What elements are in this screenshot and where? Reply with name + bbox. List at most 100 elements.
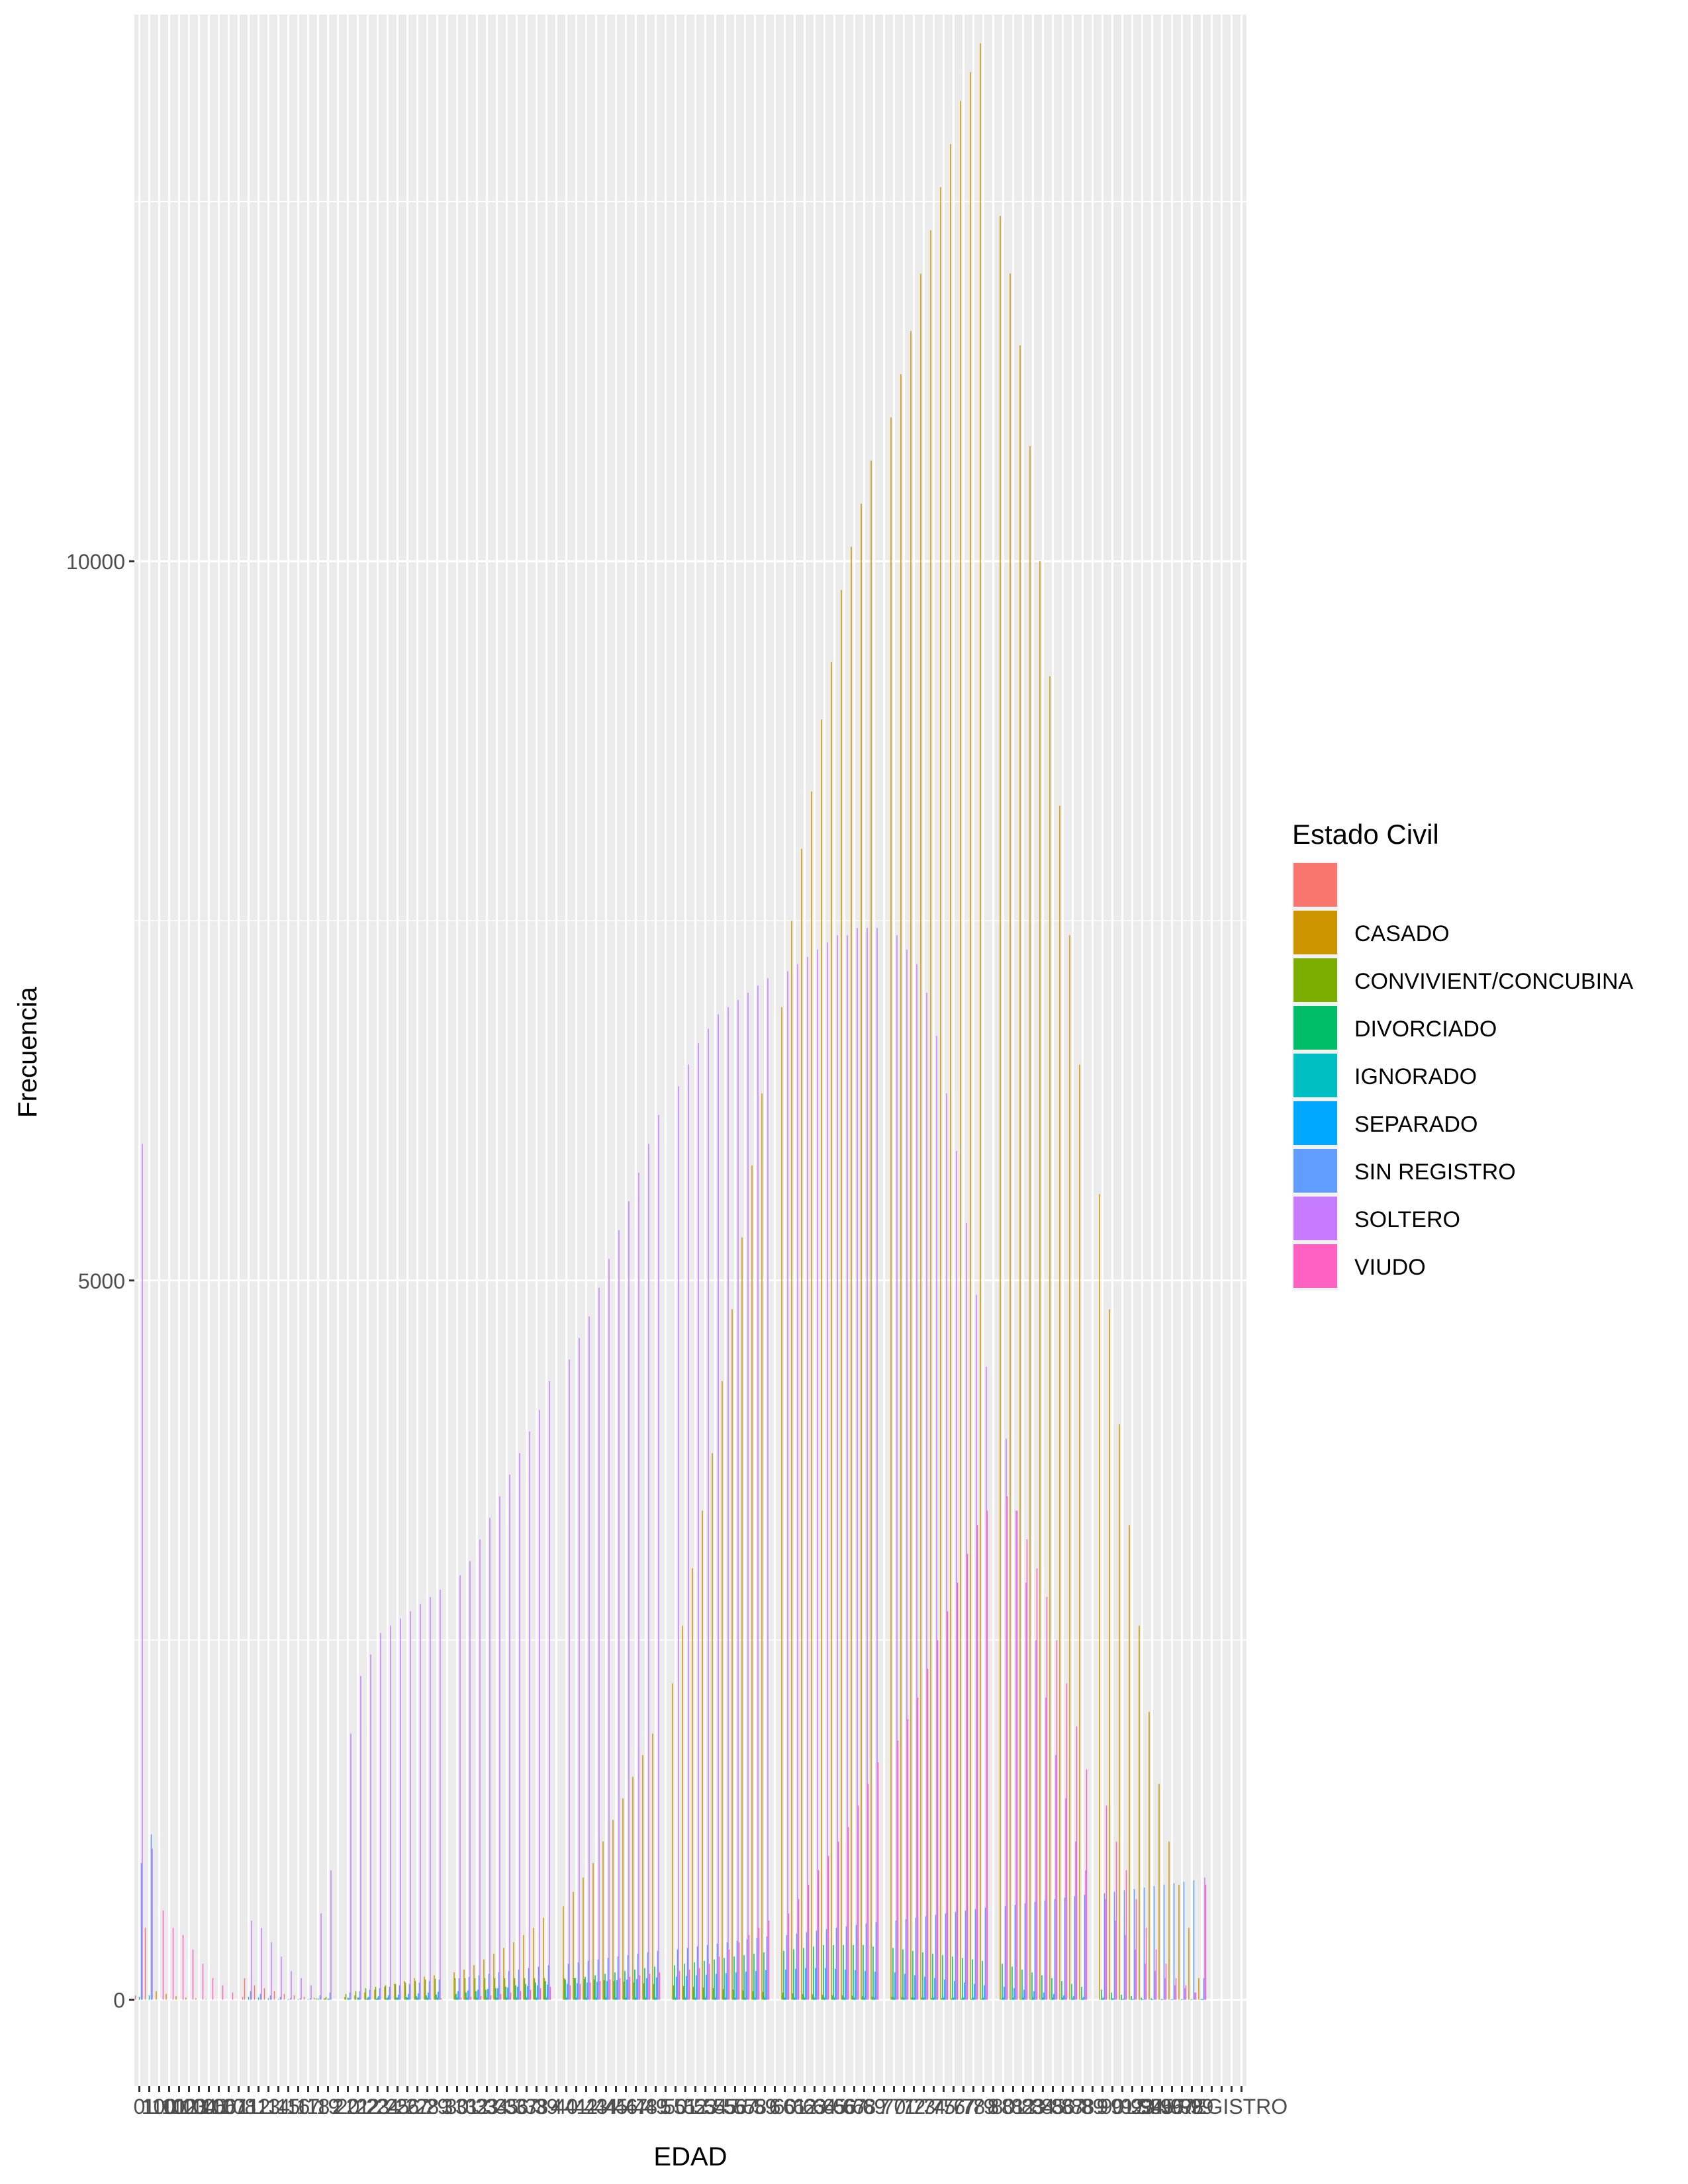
bar	[485, 1989, 487, 2000]
plot-panel	[134, 15, 1246, 2086]
bar	[1100, 1999, 1102, 2000]
bar	[469, 1561, 471, 2000]
bar	[1184, 1988, 1186, 2000]
bar	[1180, 1999, 1182, 2000]
x-tick-label: 61	[783, 2095, 807, 2118]
x-tick-label: 73	[912, 2095, 936, 2118]
bar	[947, 1611, 949, 2000]
bar	[293, 1995, 295, 2000]
bar	[843, 1997, 845, 2000]
bar	[1083, 1997, 1084, 2000]
bar	[1139, 1625, 1140, 2000]
bar	[258, 1997, 259, 2000]
bar	[744, 1997, 746, 2000]
bar	[736, 1940, 738, 2000]
bar	[1061, 1981, 1062, 2000]
bar	[647, 1952, 649, 2000]
bar	[964, 1982, 965, 2000]
bar	[595, 1997, 597, 2000]
bar	[467, 1990, 469, 2000]
bar	[430, 1596, 431, 2000]
bar	[1115, 1921, 1116, 2000]
bar	[922, 1952, 923, 2000]
bar	[841, 1995, 843, 2000]
x-tick-label: 16	[287, 2095, 310, 2118]
x-tick-label: 70	[882, 2095, 906, 2118]
bar	[731, 1309, 733, 2000]
bar	[479, 1539, 481, 2000]
bar	[378, 1996, 379, 2000]
bar	[753, 1954, 755, 2000]
bar	[315, 1998, 317, 2000]
bar	[324, 1998, 326, 2000]
bar	[134, 1995, 136, 2000]
bar	[1031, 1972, 1033, 2000]
x-tick-label: 50	[664, 2095, 688, 2118]
bar	[694, 1997, 696, 2000]
legend-label: VIUDO	[1354, 1255, 1426, 1280]
x-tick-label: 94	[1141, 2095, 1164, 2118]
bar	[267, 1998, 269, 2000]
x-tick-label: 78	[962, 2095, 986, 2118]
bar	[696, 1975, 697, 2000]
bar	[434, 1975, 435, 2000]
bar	[1129, 1525, 1130, 2000]
bar	[587, 1960, 589, 2000]
bar	[1022, 1997, 1024, 2000]
bar	[242, 1997, 244, 2000]
bar	[1059, 805, 1060, 2000]
bar	[565, 1979, 566, 2000]
bar	[857, 928, 858, 2000]
bar	[1099, 1194, 1100, 2000]
x-tick-label: 82	[1011, 2095, 1035, 2118]
bar	[1188, 1927, 1190, 2000]
bar	[504, 1978, 506, 2000]
bar	[182, 1934, 184, 2000]
bar	[951, 1998, 953, 2000]
bar	[910, 331, 912, 2000]
bar	[934, 1978, 935, 2000]
bar	[1183, 1882, 1185, 2000]
bar	[1175, 1978, 1177, 2000]
bar	[375, 1987, 377, 2000]
bar	[737, 999, 739, 2000]
bar	[1203, 1978, 1205, 2000]
x-tick-label: SIN REGISTRO	[1136, 2095, 1288, 2118]
bar	[273, 1991, 275, 2000]
bar	[251, 1921, 252, 2000]
x-tick-label: 21	[346, 2095, 370, 2118]
bar	[1076, 1726, 1078, 2000]
bar	[388, 1995, 389, 2000]
bar	[354, 1995, 355, 2000]
bar	[1026, 1539, 1028, 2000]
bar	[1119, 1424, 1120, 2000]
x-tick-label: 3	[442, 2095, 453, 2118]
x-tick-label: 33	[475, 2095, 499, 2118]
bar	[1006, 1496, 1008, 2000]
bar	[279, 1997, 281, 2000]
legend-swatch	[1293, 1054, 1337, 1097]
bar	[833, 1997, 835, 2000]
bar	[673, 1985, 675, 2000]
x-tick-label: 77	[952, 2095, 976, 2118]
bar	[577, 1962, 579, 2000]
bar	[762, 1991, 764, 2000]
bar	[1073, 1996, 1074, 2000]
bar	[1145, 1927, 1147, 2000]
legend-swatch	[1293, 958, 1337, 1002]
bar	[1024, 1903, 1026, 2000]
bar	[841, 590, 842, 2000]
x-tick-label: 102	[162, 2095, 197, 2118]
x-tick-label: 40	[555, 2095, 579, 2118]
bar	[465, 1992, 467, 2000]
x-tick-label: 24	[376, 2095, 400, 2118]
bar	[923, 1997, 925, 2000]
bar	[613, 1981, 615, 2000]
x-tick-label: 26	[396, 2095, 420, 2118]
bar	[795, 1968, 796, 2000]
bar	[488, 1974, 490, 2000]
bar	[891, 1997, 893, 2000]
bar	[1020, 1999, 1022, 2000]
y-tick-label: 10000	[66, 550, 125, 574]
bar	[943, 1997, 945, 2000]
